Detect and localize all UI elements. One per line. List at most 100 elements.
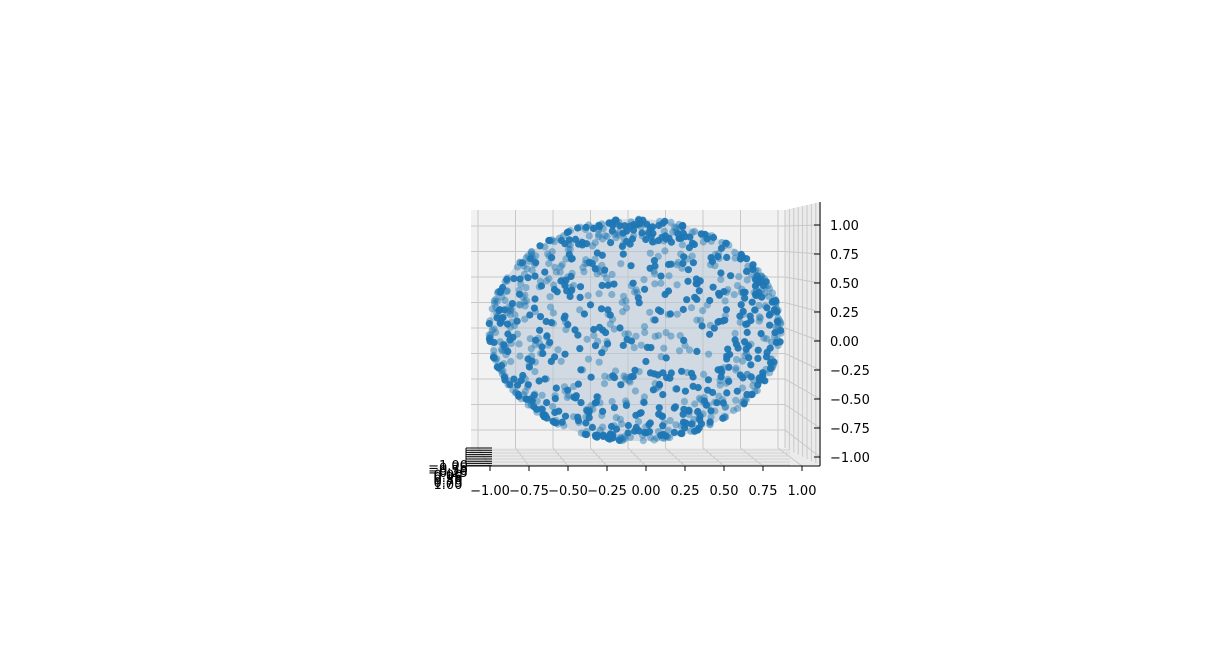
- scatter-point: [679, 223, 687, 231]
- scatter-point: [738, 384, 747, 392]
- scatter-point: [664, 260, 673, 269]
- scatter-point: [743, 267, 751, 275]
- scatter-point: [561, 350, 569, 358]
- scatter-point: [764, 292, 773, 300]
- y-tick-label: 0.50: [434, 473, 463, 488]
- scatter-point: [567, 272, 575, 281]
- scatter-point: [670, 223, 679, 231]
- scatter-point: [527, 345, 535, 353]
- scatter-point: [640, 323, 649, 331]
- scatter-point: [642, 235, 650, 244]
- scatter-point: [490, 338, 498, 347]
- scatter-point: [551, 353, 559, 361]
- sphere-surface: [489, 219, 781, 441]
- scatter-point: [608, 397, 616, 406]
- scatter-point: [600, 380, 609, 388]
- scatter-point: [490, 325, 498, 333]
- scatter-point: [580, 310, 589, 318]
- scatter-point: [737, 301, 745, 309]
- scatter-point: [693, 347, 701, 355]
- scatter-point: [693, 316, 701, 324]
- scatter-point: [647, 434, 655, 442]
- scatter-point: [685, 244, 694, 252]
- scatter-point: [490, 297, 498, 305]
- scatter-point: [621, 435, 629, 443]
- scatter-point: [629, 226, 638, 234]
- scatter-point: [730, 291, 738, 299]
- scatter-point: [603, 232, 611, 241]
- scatter-point: [632, 286, 640, 294]
- scatter-point: [641, 328, 649, 337]
- scatter-point: [498, 361, 506, 370]
- scatter-point: [672, 224, 680, 232]
- scatter-point: [586, 301, 595, 309]
- scatter-point: [492, 328, 500, 336]
- scatter-point: [490, 347, 498, 355]
- scatter-point: [619, 341, 627, 349]
- scatter-point: [619, 229, 627, 237]
- scatter-point: [727, 272, 735, 280]
- scatter-point: [694, 407, 702, 416]
- scatter-point: [755, 317, 763, 325]
- scatter-point: [615, 436, 624, 444]
- scatter-point: [514, 390, 522, 398]
- scatter-point: [492, 295, 500, 303]
- scatter-point: [532, 259, 540, 267]
- scatter-point: [725, 377, 733, 385]
- scatter-point: [662, 354, 670, 362]
- scatter-point: [706, 418, 714, 426]
- scatter-point: [606, 320, 614, 328]
- scatter-point: [531, 272, 539, 280]
- y-tick-label: −1.00: [428, 459, 468, 474]
- scatter-point: [635, 299, 643, 307]
- grid-line-floor: [552, 447, 569, 467]
- scatter-point: [689, 382, 697, 390]
- scatter-point: [716, 381, 724, 389]
- scatter-point: [714, 366, 722, 374]
- scatter-point: [700, 397, 709, 405]
- scatter-point: [526, 311, 534, 319]
- grid-line-floor: [590, 447, 608, 467]
- scatter-point: [640, 276, 648, 284]
- z-tick-label: −0.25: [830, 364, 870, 379]
- scatter-point: [667, 218, 675, 226]
- scatter-point: [675, 234, 683, 242]
- scatter-point: [725, 363, 733, 371]
- scatter-point: [745, 354, 753, 362]
- scatter-point: [541, 375, 549, 383]
- scatter-point: [680, 253, 688, 261]
- scatter-point: [632, 332, 640, 340]
- scatter-point: [646, 369, 655, 377]
- scatter-point: [561, 412, 570, 420]
- scatter-point: [556, 268, 564, 276]
- scatter-point: [516, 352, 524, 360]
- scatter-point: [488, 305, 496, 313]
- scatter-point: [516, 275, 524, 283]
- scatter-point: [691, 227, 699, 235]
- scatter-point: [639, 437, 647, 445]
- scatter-point: [704, 386, 712, 394]
- scatter-point: [585, 407, 593, 415]
- scatter-point: [610, 280, 618, 288]
- scatter-point: [692, 280, 700, 288]
- scatter-point: [591, 239, 599, 247]
- scatter-point: [680, 336, 688, 344]
- scatter-point: [731, 254, 739, 262]
- scatter-point: [766, 364, 775, 372]
- scatter-point: [706, 296, 714, 305]
- scatter-point: [546, 303, 555, 311]
- scatter-point: [651, 332, 659, 340]
- scatter-point: [604, 281, 612, 289]
- scatter-point: [645, 428, 654, 436]
- scatter-point: [498, 347, 507, 355]
- scatter-point: [549, 309, 558, 317]
- scatter-point: [633, 221, 641, 229]
- x-tick-label: −0.25: [587, 484, 627, 499]
- scatter-point: [551, 395, 559, 403]
- scatter-point: [654, 306, 663, 314]
- scatter-point: [508, 300, 516, 308]
- scatter-point: [499, 314, 507, 322]
- scatter-point: [719, 414, 727, 422]
- scatter-point: [574, 413, 582, 421]
- scatter-point: [637, 341, 645, 349]
